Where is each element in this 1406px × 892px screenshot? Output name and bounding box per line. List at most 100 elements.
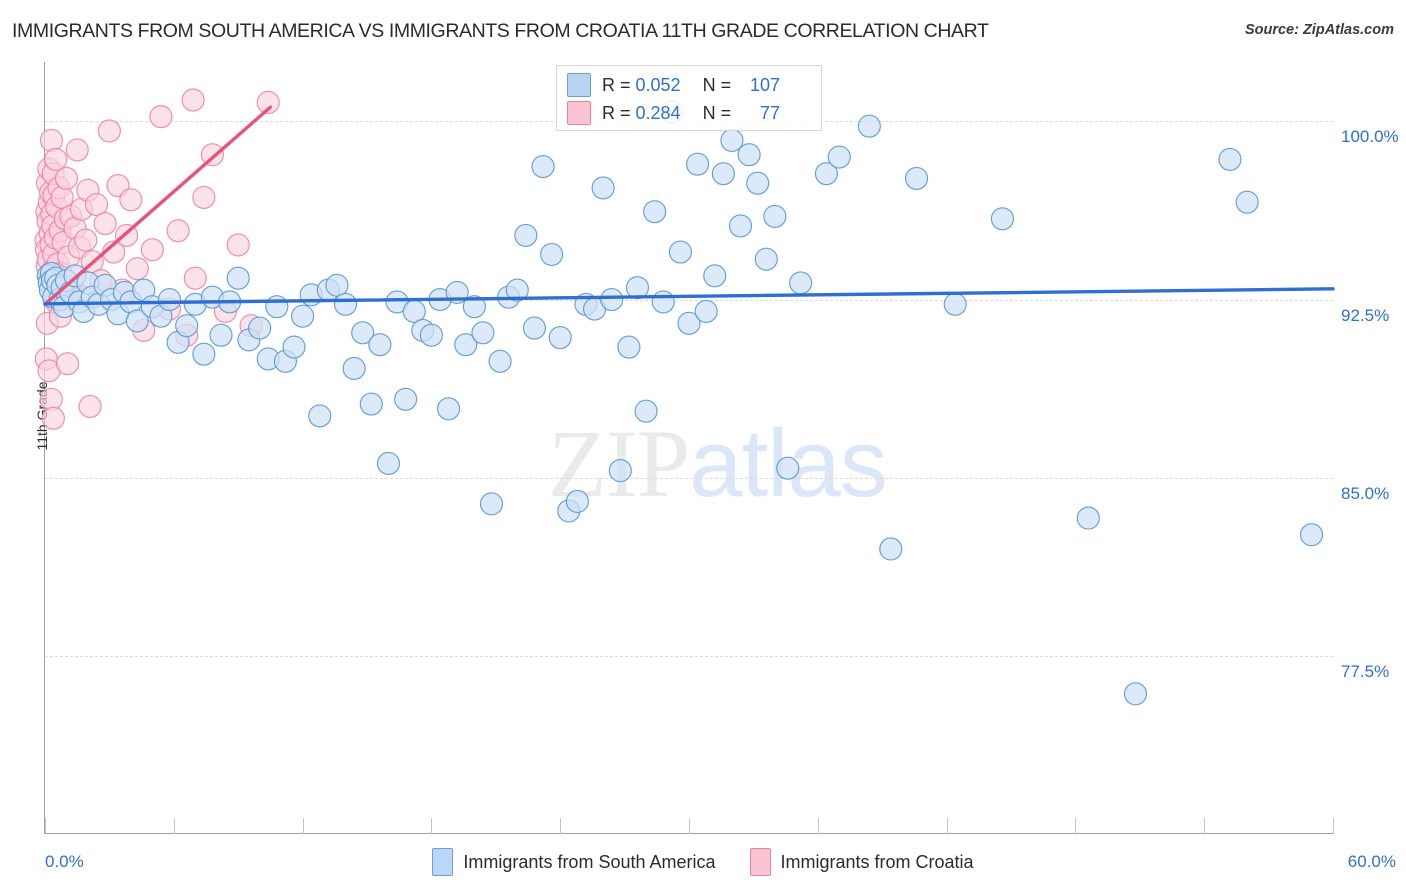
data-point	[291, 304, 315, 328]
x-axis-tick	[431, 818, 433, 834]
data-point	[488, 349, 512, 373]
data-point	[600, 287, 624, 312]
data-point	[65, 138, 89, 162]
y-axis-line	[44, 62, 45, 834]
data-point	[814, 162, 838, 186]
chart-legend: Immigrants from South America Immigrants…	[0, 848, 1406, 876]
data-point	[565, 489, 589, 514]
y-axis-tick-label: 85.0%	[1341, 483, 1390, 503]
y-axis-tick-label: 77.5%	[1341, 661, 1390, 681]
data-point	[308, 404, 332, 428]
legend-swatch-pink-icon	[749, 848, 771, 876]
data-point	[454, 333, 478, 357]
data-point	[462, 295, 486, 319]
data-point	[608, 458, 632, 483]
data-point	[183, 266, 207, 290]
data-point	[548, 325, 572, 350]
page-title: IMMIGRANTS FROM SOUTH AMERICA VS IMMIGRA…	[12, 20, 989, 42]
data-point	[728, 214, 753, 238]
data-point	[1218, 147, 1242, 171]
data-point	[74, 228, 98, 252]
data-point	[54, 166, 79, 190]
data-point	[175, 314, 199, 338]
stats-r-label-pink: R =	[602, 102, 631, 123]
data-point	[479, 492, 504, 516]
data-point	[617, 335, 641, 359]
data-point	[192, 342, 216, 366]
x-axis-max-label: 60.0%	[1347, 852, 1396, 871]
data-point	[166, 219, 190, 243]
data-point	[181, 88, 205, 112]
data-point	[634, 399, 658, 423]
correlation-stats-box: R = 0.052 N = 107 R = 0.284 N = 77	[556, 65, 822, 131]
y-axis-tick-label: 100.0%	[1341, 127, 1399, 147]
source-label: Source: ZipAtlas.com	[1244, 22, 1394, 38]
data-point	[84, 192, 109, 217]
data-point	[192, 185, 216, 209]
data-point	[711, 162, 735, 186]
x-axis-tick	[817, 818, 819, 834]
x-axis-tick	[689, 818, 690, 834]
data-point	[39, 128, 64, 152]
data-point	[282, 335, 306, 359]
data-point	[522, 316, 547, 340]
data-point	[200, 143, 225, 167]
legend-label-croatia: Immigrants from Croatia	[780, 851, 974, 872]
data-point	[265, 295, 289, 319]
x-axis-tick	[1075, 818, 1077, 834]
data-point	[149, 105, 173, 129]
data-point	[746, 171, 770, 195]
trendline	[43, 105, 273, 306]
x-axis-tick	[1333, 818, 1334, 834]
legend-swatch-blue-icon	[432, 848, 454, 876]
data-point	[256, 90, 280, 114]
stats-row-blue: R = 0.052 N = 107	[567, 71, 811, 99]
data-point	[1076, 506, 1100, 530]
data-point	[531, 154, 555, 179]
data-point	[44, 147, 68, 171]
x-axis-min-label: 0.0%	[45, 852, 84, 871]
stats-n-value-pink: 77	[760, 102, 781, 123]
data-point	[157, 287, 182, 312]
stats-r-value-pink: 0.284	[635, 102, 681, 123]
data-point	[119, 188, 143, 212]
data-point	[97, 119, 121, 143]
data-point	[436, 397, 461, 421]
legend-item-croatia[interactable]: Immigrants from Croatia	[749, 848, 974, 876]
data-point	[754, 247, 778, 271]
data-point	[209, 323, 233, 347]
gridline-horizontal	[45, 299, 1333, 301]
data-point	[248, 316, 272, 340]
data-point	[943, 292, 967, 316]
data-point	[359, 392, 383, 416]
data-point	[419, 323, 443, 347]
data-point	[125, 309, 149, 333]
data-point	[125, 257, 149, 281]
x-axis-tick	[1204, 818, 1206, 834]
stats-row-pink: R = 0.284 N = 77	[567, 99, 811, 127]
data-point	[394, 387, 418, 411]
y-axis-tick-label: 92.5%	[1341, 305, 1390, 325]
stats-n-value-blue: 107	[750, 74, 781, 95]
data-point	[342, 356, 366, 380]
legend-item-south-america[interactable]: Immigrants from South America	[432, 848, 716, 876]
x-axis-tick	[173, 818, 175, 834]
stats-r-value-blue: 0.052	[635, 74, 681, 95]
data-point	[879, 537, 903, 561]
data-point	[857, 114, 881, 138]
series-pt-blue	[36, 100, 1324, 706]
data-point	[625, 276, 650, 300]
data-point	[591, 176, 615, 200]
data-point	[990, 207, 1014, 231]
data-point	[333, 292, 358, 316]
x-axis-tick	[45, 818, 46, 834]
data-point	[703, 264, 727, 288]
data-point	[505, 278, 529, 302]
data-point	[93, 211, 117, 236]
data-point	[776, 456, 800, 480]
series-pt-pink	[34, 88, 280, 430]
data-point	[763, 204, 787, 228]
data-point	[827, 145, 851, 169]
